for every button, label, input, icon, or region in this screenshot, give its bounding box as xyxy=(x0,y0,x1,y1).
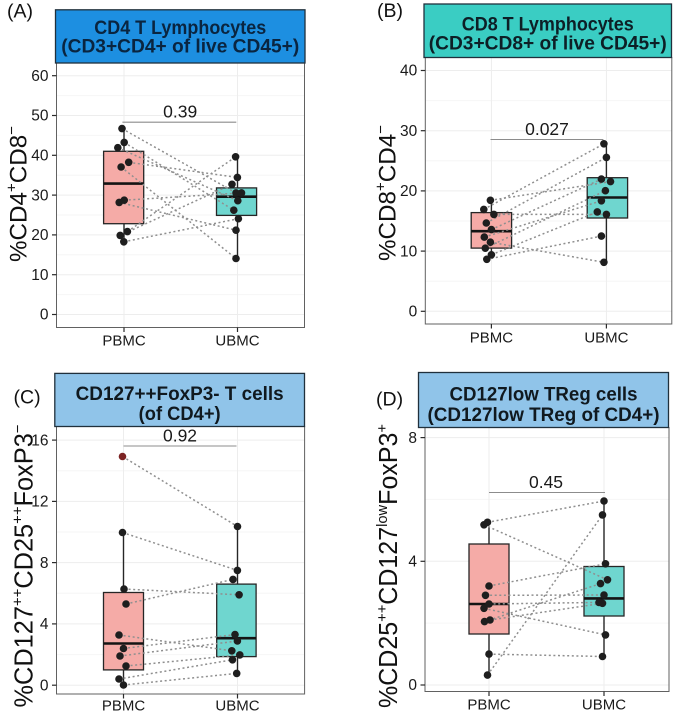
svg-text:%CD127++CD25++FoxP3−: %CD127++CD25++FoxP3− xyxy=(10,424,39,707)
svg-text:(CD3+CD4+ of live CD45+): (CD3+CD4+ of live CD45+) xyxy=(61,36,299,58)
svg-text:10: 10 xyxy=(400,243,418,260)
svg-text:4: 4 xyxy=(40,616,49,633)
svg-text:UBMC: UBMC xyxy=(215,698,259,715)
svg-text:30: 30 xyxy=(400,123,418,140)
svg-text:30: 30 xyxy=(31,187,49,204)
svg-text:0.027: 0.027 xyxy=(525,119,569,139)
svg-text:(A): (A) xyxy=(7,1,33,23)
svg-text:%CD8+CD4−: %CD8+CD4− xyxy=(373,125,402,261)
svg-text:0.39: 0.39 xyxy=(163,102,197,122)
svg-text:PBMC: PBMC xyxy=(467,697,511,714)
svg-text:20: 20 xyxy=(31,227,49,244)
svg-text:60: 60 xyxy=(31,68,49,85)
svg-text:40: 40 xyxy=(31,148,49,165)
svg-text:(CD127low TReg of CD4+): (CD127low TReg of CD4+) xyxy=(428,404,660,426)
svg-text:%CD25++CD127lowFoxP3+: %CD25++CD127lowFoxP3+ xyxy=(374,424,403,708)
svg-text:(CD3+CD8+ of live CD45+): (CD3+CD8+ of live CD45+) xyxy=(429,32,667,54)
svg-text:8: 8 xyxy=(408,430,417,447)
svg-text:(D): (D) xyxy=(376,389,403,411)
svg-text:CD127++FoxP3- T cells: CD127++FoxP3- T cells xyxy=(76,383,284,405)
svg-text:0.92: 0.92 xyxy=(163,425,197,445)
svg-text:UBMC: UBMC xyxy=(582,697,626,714)
svg-text:(B): (B) xyxy=(377,0,403,22)
svg-text:50: 50 xyxy=(31,108,49,125)
svg-text:0: 0 xyxy=(40,307,49,324)
svg-text:(of CD4+): (of CD4+) xyxy=(139,403,221,425)
svg-text:PBMC: PBMC xyxy=(102,698,146,715)
svg-text:0.45: 0.45 xyxy=(529,472,563,492)
svg-text:40: 40 xyxy=(400,63,418,80)
svg-text:%CD4+CD8−: %CD4+CD8− xyxy=(4,126,33,262)
svg-text:4: 4 xyxy=(408,554,417,571)
svg-text:0: 0 xyxy=(40,677,49,694)
svg-text:20: 20 xyxy=(400,183,418,200)
svg-text:UBMC: UBMC xyxy=(215,333,259,350)
svg-text:UBMC: UBMC xyxy=(584,330,628,347)
svg-text:0: 0 xyxy=(408,677,417,694)
svg-text:PBMC: PBMC xyxy=(470,330,514,347)
svg-text:PBMC: PBMC xyxy=(102,333,146,350)
svg-text:CD127low TReg cells: CD127low TReg cells xyxy=(450,383,638,405)
svg-text:10: 10 xyxy=(31,267,49,284)
svg-text:8: 8 xyxy=(40,555,49,572)
svg-text:(C): (C) xyxy=(14,387,41,409)
svg-text:0: 0 xyxy=(409,304,418,321)
